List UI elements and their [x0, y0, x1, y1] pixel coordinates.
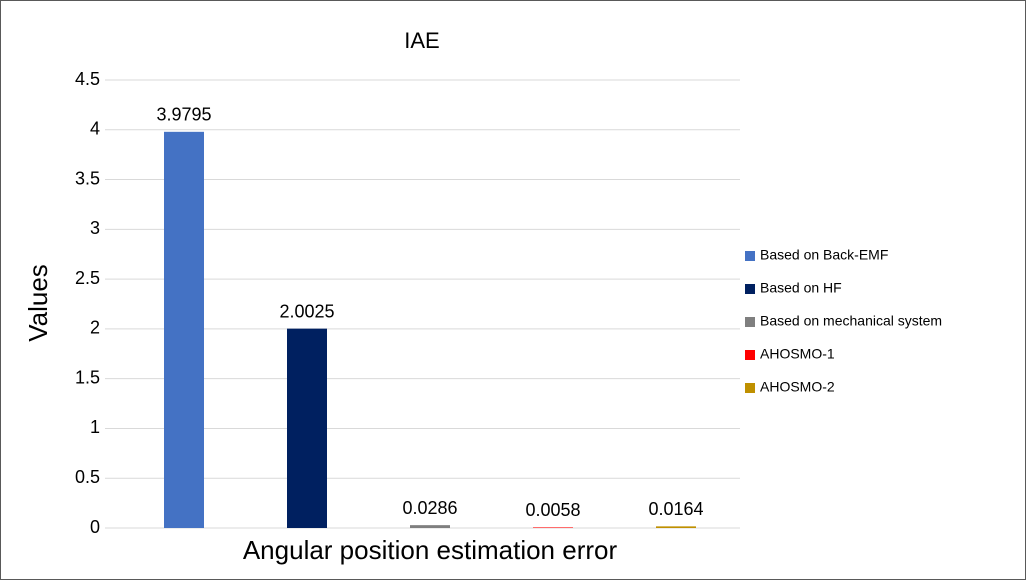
legend-swatch	[745, 251, 755, 261]
data-label: 0.0286	[402, 498, 457, 518]
bar	[164, 131, 204, 528]
bar	[287, 328, 327, 528]
legend-label: Based on mechanical system	[760, 313, 942, 329]
legend-label: AHOSMO-2	[760, 379, 835, 395]
legend-label: Based on HF	[760, 280, 842, 296]
data-label: 3.9795	[156, 105, 211, 125]
y-tick-label: 2.5	[75, 268, 100, 288]
y-axis-label: Values	[23, 264, 53, 342]
legend-label: AHOSMO-1	[760, 346, 835, 362]
chart-title: IAE	[404, 28, 439, 53]
y-tick-label: 4.5	[75, 69, 100, 89]
x-tick-label: Angular position estimation error	[243, 535, 618, 565]
legend-swatch	[745, 284, 755, 294]
bar	[656, 526, 696, 528]
y-tick-label: 1.5	[75, 367, 100, 387]
data-label: 2.0025	[279, 301, 334, 321]
legend-label: Based on Back-EMF	[760, 247, 888, 263]
y-tick-label: 3.5	[75, 168, 100, 188]
legend-swatch	[745, 383, 755, 393]
y-tick-label: 1	[90, 417, 100, 437]
y-tick-label: 3	[90, 218, 100, 238]
data-label: 0.0164	[648, 499, 703, 519]
y-tick-label: 4	[90, 119, 100, 139]
legend-swatch	[745, 317, 755, 327]
y-tick-label: 0	[90, 517, 100, 537]
bar	[410, 525, 450, 528]
data-label: 0.0058	[525, 500, 580, 520]
y-tick-label: 2	[90, 318, 100, 338]
legend-swatch	[745, 350, 755, 360]
y-tick-label: 0.5	[75, 467, 100, 487]
bar	[533, 527, 573, 528]
